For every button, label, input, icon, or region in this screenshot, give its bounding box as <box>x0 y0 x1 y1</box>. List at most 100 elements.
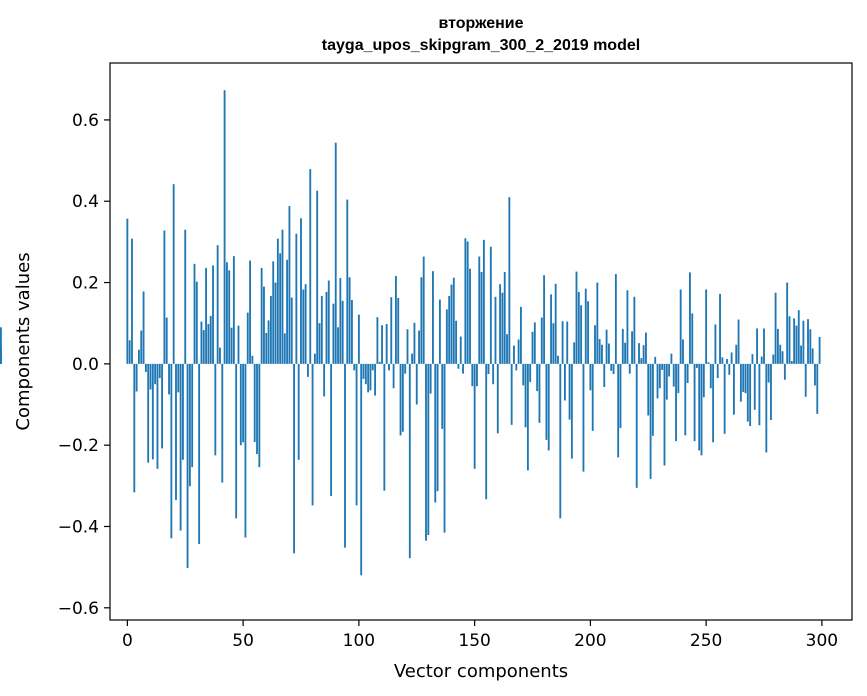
y-tick-label: −0.6 <box>58 599 99 619</box>
bar-63 <box>272 261 275 364</box>
bar-173 <box>526 363 529 471</box>
bar-287 <box>790 361 793 364</box>
bar-136 <box>441 363 444 429</box>
bar-129 <box>425 363 427 541</box>
bar-46 <box>232 256 235 364</box>
bar-299 <box>818 337 821 364</box>
bar-212 <box>617 363 620 458</box>
bar-217 <box>628 363 631 374</box>
bar-220 <box>635 363 638 488</box>
bar-268 <box>746 363 749 422</box>
bar-221 <box>638 343 640 364</box>
bar-9 <box>147 363 150 463</box>
bar-264 <box>737 319 740 364</box>
bar-27 <box>188 363 191 487</box>
bar-206 <box>603 363 606 388</box>
bar-241 <box>684 363 687 436</box>
bar-101 <box>360 363 363 576</box>
bar-187 <box>559 363 562 519</box>
bar-116 <box>394 276 397 364</box>
bar-123 <box>411 353 414 364</box>
bar-147 <box>466 241 469 364</box>
bar-138 <box>445 309 448 364</box>
bar-121 <box>406 329 409 364</box>
bar-58 <box>260 267 263 364</box>
bar-143 <box>457 363 460 369</box>
bar-222 <box>640 358 643 364</box>
bar-109 <box>378 361 381 364</box>
bar-48 <box>237 325 240 364</box>
bar-52 <box>246 312 249 364</box>
bar-228 <box>654 356 657 364</box>
bar-246 <box>695 363 698 368</box>
bar-153 <box>480 271 483 364</box>
bar-255 <box>716 363 719 379</box>
bar-157 <box>489 246 492 364</box>
bar-130 <box>427 363 430 536</box>
bar-7 <box>142 291 145 364</box>
bar-225 <box>647 363 650 416</box>
bar-75 <box>300 218 302 364</box>
bar-257 <box>721 357 724 364</box>
bar-161 <box>499 284 502 364</box>
bar-174 <box>529 363 532 383</box>
bar-97 <box>351 300 353 364</box>
bar-271 <box>753 363 756 410</box>
bar-202 <box>594 325 596 364</box>
bar-59 <box>263 286 265 364</box>
bar-201 <box>591 363 594 431</box>
bar-184 <box>552 323 555 364</box>
bar-51 <box>244 363 247 538</box>
bar-197 <box>582 363 585 472</box>
bar-139 <box>448 295 451 364</box>
bar-158 <box>492 363 495 385</box>
bar-262 <box>733 363 735 415</box>
bar-76 <box>302 289 305 364</box>
bar-159 <box>494 296 497 364</box>
bar-23 <box>179 363 182 531</box>
bar-35 <box>207 324 210 364</box>
bar-240 <box>682 339 684 364</box>
bar-295 <box>809 329 812 364</box>
bar-213 <box>619 363 622 429</box>
bar-250 <box>705 289 708 364</box>
bar-277 <box>767 363 770 383</box>
bar-293 <box>804 363 807 397</box>
bar-73 <box>295 233 298 364</box>
bar-70 <box>288 206 291 364</box>
bar-29 <box>193 263 196 364</box>
bar-38 <box>214 363 217 456</box>
bar-117 <box>397 298 400 364</box>
bar-198 <box>584 288 587 364</box>
bar-247 <box>698 363 701 451</box>
bar-98 <box>353 363 356 371</box>
bar-96 <box>348 277 351 364</box>
bar-298 <box>816 363 819 414</box>
bar-253 <box>712 363 715 443</box>
bar-289 <box>795 325 798 364</box>
bar-125 <box>415 363 418 405</box>
bar-285 <box>786 282 789 364</box>
y-tick-label: 0.4 <box>72 192 99 212</box>
bar-64 <box>274 282 277 364</box>
bar-156 <box>487 363 490 375</box>
bar-196 <box>580 305 583 364</box>
bar-166 <box>510 363 513 425</box>
bar-211 <box>614 274 617 364</box>
bar-141 <box>452 277 455 364</box>
bar-274 <box>760 356 763 364</box>
bar-154 <box>482 239 485 364</box>
bar-265 <box>739 363 742 402</box>
x-axis-label: Vector components <box>394 661 568 682</box>
bar-235 <box>670 353 673 364</box>
bar-218 <box>631 331 633 364</box>
bar-60 <box>265 332 268 364</box>
bar-238 <box>677 363 680 394</box>
x-tick-label: 0 <box>122 631 133 651</box>
bar-297 <box>814 363 816 386</box>
bar-81 <box>313 353 316 364</box>
bar-284 <box>783 363 786 380</box>
bar-261 <box>730 352 733 364</box>
bar-169 <box>517 339 520 364</box>
bar-34 <box>205 267 207 364</box>
